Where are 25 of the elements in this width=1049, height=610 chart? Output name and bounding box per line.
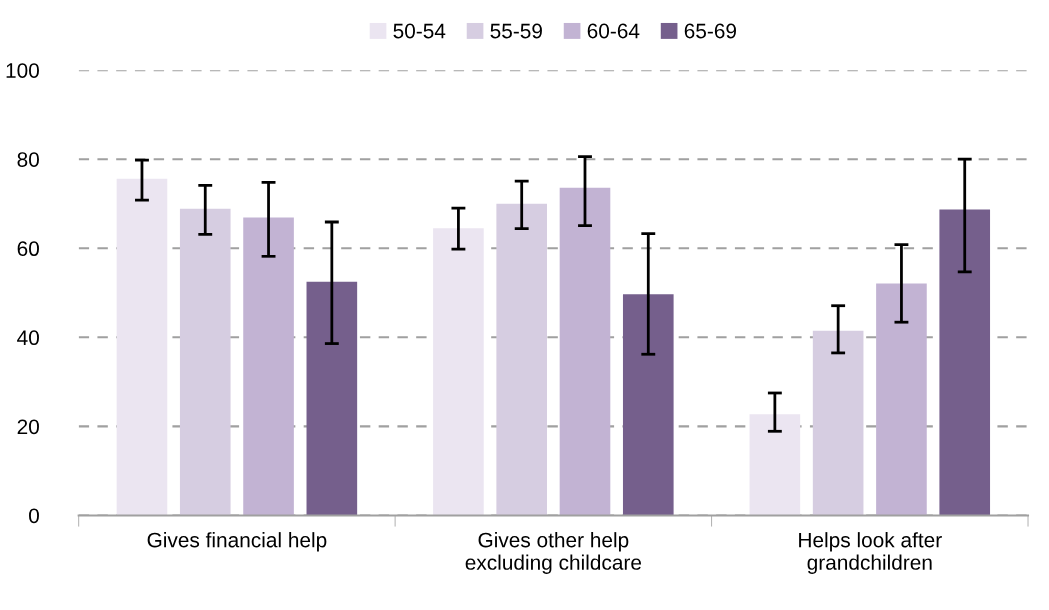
bar bbox=[749, 414, 801, 516]
y-tick-label: 100 bbox=[6, 63, 39, 78]
y-tick-label: 80 bbox=[17, 152, 39, 167]
x-tick-label: Helps look after grandchildren bbox=[799, 532, 942, 574]
bar bbox=[876, 283, 927, 516]
bar bbox=[433, 228, 484, 516]
legend-label: 55-59 bbox=[490, 23, 542, 39]
legend-label: 50-54 bbox=[393, 23, 446, 39]
legend-label: 65-69 bbox=[684, 23, 736, 39]
x-tick-label: Gives other help excluding childcare bbox=[465, 532, 642, 574]
bar bbox=[243, 217, 294, 516]
bar bbox=[179, 208, 231, 516]
bar bbox=[306, 281, 358, 516]
bar bbox=[939, 209, 991, 516]
bar bbox=[622, 294, 674, 516]
y-tick-label: 60 bbox=[17, 241, 39, 257]
y-tick-label: 0 bbox=[29, 508, 39, 524]
bar bbox=[496, 203, 548, 516]
y-tick-label: 40 bbox=[17, 330, 39, 346]
y-tick-label: 20 bbox=[17, 419, 39, 435]
x-tick-label: Gives financial help bbox=[147, 532, 327, 552]
legend-label: 60-64 bbox=[587, 23, 640, 39]
bar bbox=[116, 178, 168, 516]
bar bbox=[812, 330, 864, 516]
bar bbox=[559, 187, 611, 516]
